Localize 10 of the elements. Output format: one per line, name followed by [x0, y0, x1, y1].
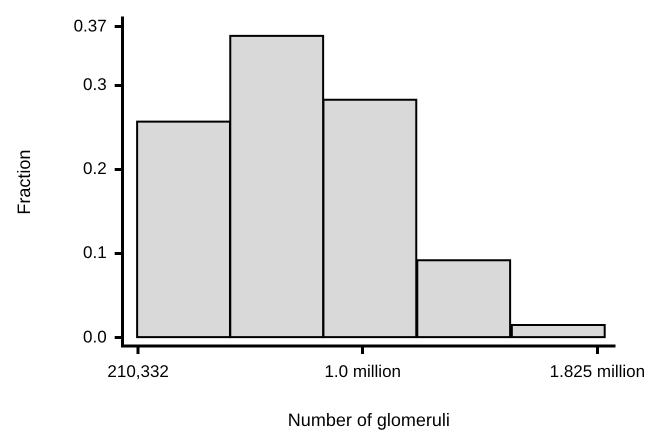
y-tick-label: 0.1 — [83, 243, 107, 262]
y-axis-title: Fraction — [14, 150, 34, 215]
y-tick-label: 0.2 — [83, 159, 107, 178]
x-tick-label: 1.0 million — [324, 362, 401, 381]
x-axis-title: Number of glomeruli — [288, 410, 450, 430]
x-tick-label: 210,332 — [107, 362, 169, 381]
y-tick-label: 0.3 — [83, 75, 107, 94]
x-tick-label: 1.825 million — [550, 362, 646, 381]
y-tick-label: 0.0 — [83, 327, 107, 346]
y-tick-label: 0.37 — [74, 16, 107, 36]
